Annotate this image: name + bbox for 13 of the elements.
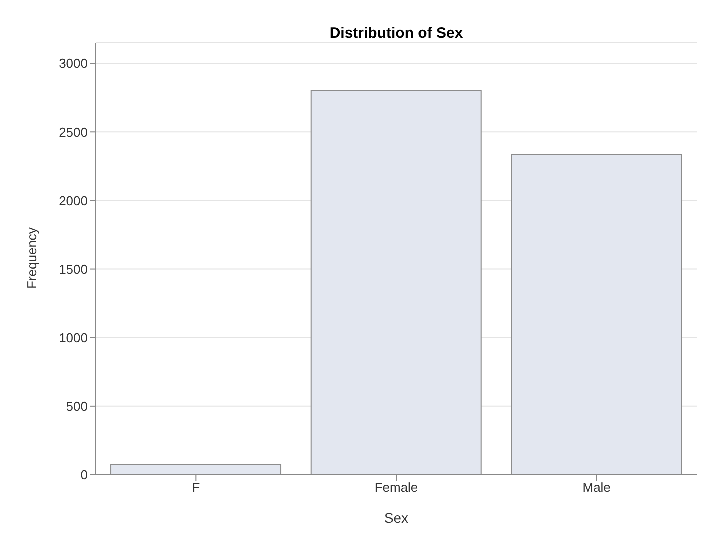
x-tick-label: F	[192, 480, 200, 496]
x-tick-label: Female	[374, 480, 418, 496]
y-tick-label: 1000	[59, 330, 88, 346]
y-tick-label: 1500	[59, 262, 88, 277]
y-axis-title: Frequency	[24, 227, 40, 289]
y-tick-label: 2500	[59, 124, 88, 140]
y-tick-label: 3000	[59, 56, 88, 72]
x-axis-title: Sex	[384, 510, 409, 526]
y-tick-label: 0	[80, 468, 88, 483]
chart-title: Distribution of Sex	[328, 25, 464, 42]
y-tick-label: 2000	[59, 193, 88, 208]
x-tick-label: Male	[582, 480, 611, 496]
y-tick-label: 500	[66, 399, 88, 414]
